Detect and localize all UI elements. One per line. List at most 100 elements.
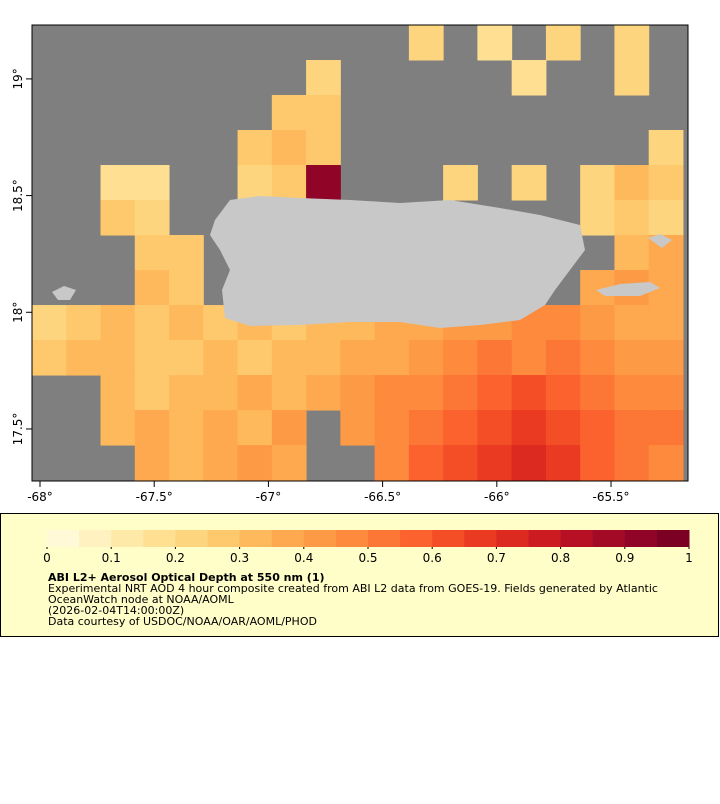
aod-cell — [32, 305, 67, 341]
y-tick-label: 18.5° — [11, 179, 25, 212]
aod-cell — [340, 375, 376, 411]
aod-cell — [443, 410, 478, 446]
aod-cell — [374, 340, 410, 376]
aod-cell — [648, 340, 684, 376]
colorbar-tick-label: 0.2 — [166, 551, 185, 565]
aod-cell — [545, 25, 581, 61]
colorbar-tick-label: 0.5 — [358, 551, 377, 565]
aod-cell — [408, 410, 444, 446]
aod-cell — [511, 165, 547, 201]
colorbar-segment — [143, 530, 176, 547]
aod-cell — [306, 130, 341, 166]
aod-cell — [511, 340, 547, 376]
aod-cell — [545, 305, 581, 341]
aod-cell — [203, 375, 239, 411]
culebra — [648, 234, 672, 248]
aod-cell — [134, 375, 170, 411]
colorbar-tick-label: 0.9 — [615, 551, 634, 565]
aod-cell — [477, 445, 513, 481]
aod-cell — [374, 445, 410, 481]
aod-cell — [545, 375, 581, 411]
y-tick-label: 19° — [11, 68, 25, 89]
aod-cell — [648, 445, 684, 481]
colorbar-segment — [368, 530, 401, 547]
colorbar-segment — [207, 530, 241, 547]
aod-cell — [374, 375, 410, 411]
aod-cell — [648, 410, 684, 446]
aod-cell — [580, 375, 615, 411]
aod-cell — [169, 445, 204, 481]
colorbar-segment — [271, 530, 305, 547]
colorbar-segment — [79, 530, 112, 547]
aod-cell — [408, 25, 444, 61]
aod-cell — [203, 410, 239, 446]
colorbar-segment — [47, 530, 80, 547]
aod-cell — [580, 340, 615, 376]
aod-cell — [271, 165, 307, 201]
colorbar-tick-label: 0.1 — [102, 551, 121, 565]
aod-cell — [169, 375, 204, 411]
aod-cell — [100, 375, 136, 411]
aod-cell — [511, 375, 547, 411]
colorbar-segment — [335, 530, 369, 547]
legend-line: (2026-02-04T14:00:00Z) — [48, 604, 184, 617]
aod-cell — [443, 340, 478, 376]
aod-cell — [306, 95, 341, 131]
aod-cell — [271, 130, 307, 166]
aod-cell — [134, 200, 170, 236]
aod-cell — [614, 305, 650, 341]
aod-cell — [271, 410, 307, 446]
colorbar-tick-label: 0.6 — [423, 551, 442, 565]
aod-cell — [545, 340, 581, 376]
colorbar-segment — [175, 530, 208, 547]
colorbar-tick-label: 1 — [685, 551, 693, 565]
aod-cell — [580, 410, 615, 446]
aod-cell — [169, 270, 204, 306]
x-tick-label: -65.5° — [592, 490, 629, 504]
y-tick-label: 18° — [11, 302, 25, 323]
aod-cell — [271, 340, 307, 376]
legend-line: Experimental NRT AOD 4 hour composite cr… — [48, 582, 658, 595]
aod-cell — [511, 60, 547, 96]
aod-cell — [545, 410, 581, 446]
aod-cell — [614, 200, 650, 236]
aod-cell — [134, 165, 170, 201]
aod-cell — [511, 410, 547, 446]
aod-cell — [374, 410, 410, 446]
x-tick-label: -66.5° — [364, 490, 401, 504]
y-tick-label: 17.5° — [11, 413, 25, 446]
aod-cell — [614, 60, 650, 96]
aod-cell — [237, 410, 273, 446]
aod-cell — [614, 165, 650, 201]
aod-cell — [648, 130, 684, 166]
aod-cell — [134, 270, 170, 306]
aod-cell — [443, 445, 478, 481]
aod-cell — [134, 235, 170, 271]
aod-cell — [169, 305, 204, 341]
legend-line: Data courtesy of USDOC/NOAA/OAR/AOML/PHO… — [48, 615, 317, 628]
aod-cell — [237, 340, 273, 376]
aod-cell — [580, 165, 615, 201]
aod-cell — [443, 375, 478, 411]
colorbar-segment — [560, 530, 594, 547]
aod-cell — [648, 375, 684, 411]
aod-cell — [477, 375, 513, 411]
aod-cell — [306, 165, 341, 201]
aod-cell — [237, 165, 273, 201]
aod-cell — [408, 375, 444, 411]
colorbar-segment — [400, 530, 433, 547]
aod-cell — [203, 340, 239, 376]
aod-cell — [408, 340, 444, 376]
legend-line: OceanWatch node at NOAA/AOML — [48, 593, 235, 606]
aod-cell — [614, 410, 650, 446]
aod-cell — [580, 200, 615, 236]
aod-cell — [169, 235, 204, 271]
colorbar-tick-label: 0 — [43, 551, 51, 565]
aod-cell — [306, 340, 341, 376]
aod-cell — [203, 445, 239, 481]
aod-cell — [271, 95, 307, 131]
mona — [52, 286, 76, 300]
colorbar-tick-label: 0.8 — [551, 551, 570, 565]
